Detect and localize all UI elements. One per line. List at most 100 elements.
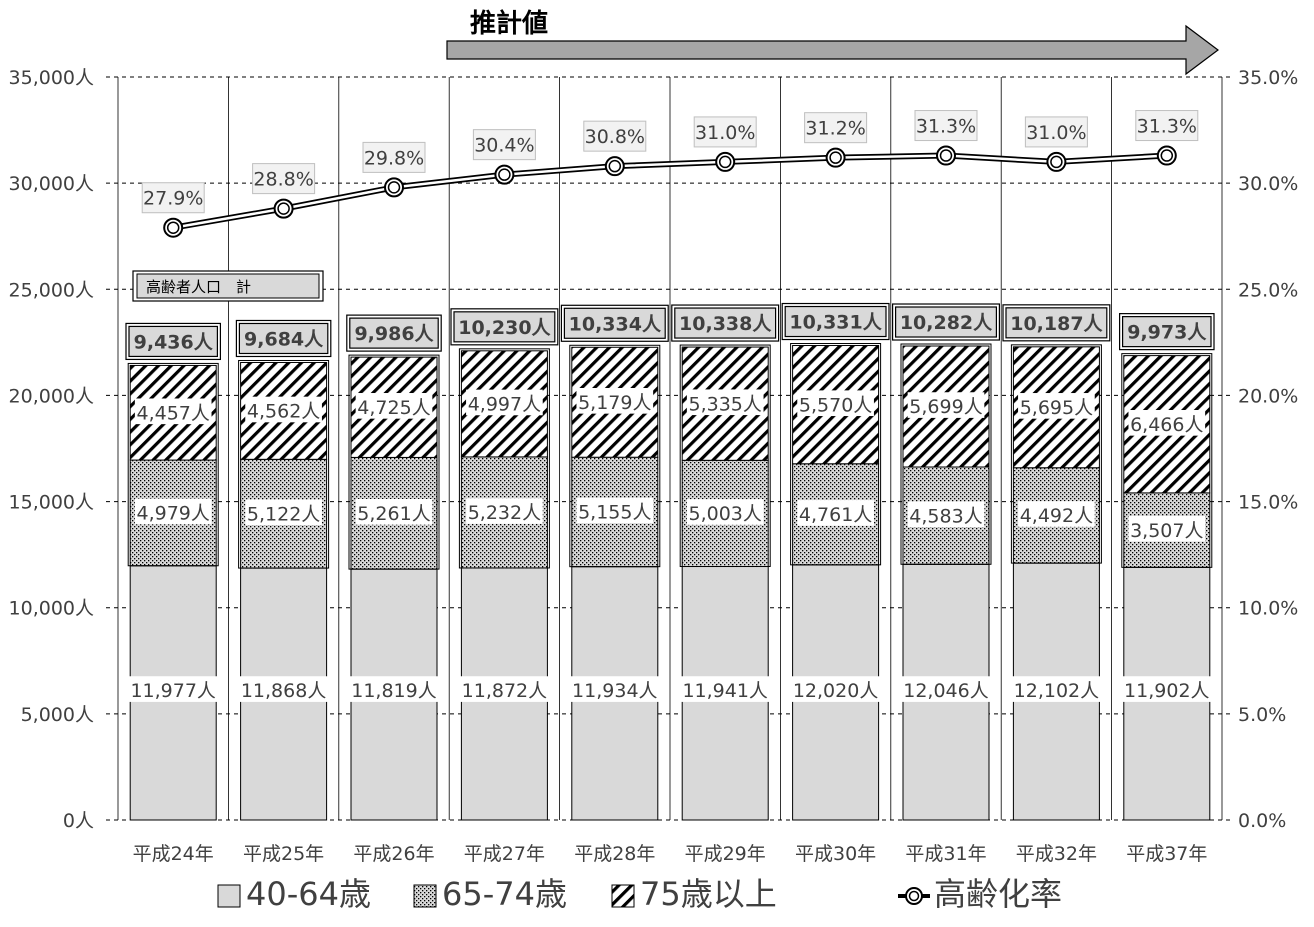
data-label-65-74-bg: [907, 501, 985, 528]
data-label-40-64-bg: [1012, 676, 1101, 702]
data-label-40-64: 11,902人: [1124, 680, 1209, 702]
data-label-75-plus: 5,179人: [578, 392, 651, 414]
total-label-box: [1121, 316, 1212, 348]
rate-label: 31.0%: [695, 122, 755, 144]
rate-label: 30.8%: [585, 126, 645, 148]
data-label-40-64-bg: [1122, 676, 1212, 702]
x-tick-label: 平成28年: [574, 843, 655, 865]
rate-point-inner: [498, 168, 511, 181]
y-left-tick-label: 15,000人: [9, 492, 94, 514]
data-label-75-plus-bg: [134, 398, 212, 425]
legend-label-75-plus: 75歳以上: [640, 875, 777, 913]
rate-label: 31.3%: [1137, 116, 1197, 138]
bar-frame: [1010, 344, 1102, 564]
data-label-65-74-bg: [576, 497, 654, 524]
rate-label-box: [693, 116, 757, 148]
projection-arrow: [446, 24, 1219, 76]
rate-label-box: [804, 112, 868, 144]
data-label-65-74-bg: [797, 500, 874, 526]
data-label-75-plus: 5,699人: [909, 396, 982, 418]
data-label-65-74: 4,492人: [1020, 505, 1093, 527]
data-label-40-64: 12,020人: [793, 680, 878, 702]
data-label-40-64-bg: [901, 676, 991, 702]
data-label-40-64-bg: [680, 676, 770, 702]
legend-label-40-64: 40-64歳: [246, 875, 371, 913]
rate-point-inner: [718, 155, 732, 169]
legend-swatch-40-64: [217, 884, 241, 908]
rate-label: 31.0%: [1026, 122, 1086, 144]
x-tick-label: 平成24年: [133, 843, 214, 865]
total-label-box: [349, 317, 439, 349]
rate-label-box: [362, 141, 426, 173]
data-label-65-74-bg: [686, 499, 764, 525]
data-label-40-64-bg: [791, 676, 880, 702]
data-label-75-plus-bg: [355, 393, 433, 419]
y-right-tick-label: 25.0%: [1238, 279, 1298, 301]
data-label-40-64-bg: [128, 676, 218, 702]
rate-point-inner: [939, 149, 953, 162]
bar-frame: [900, 343, 992, 565]
legend-swatch-65-74: [413, 884, 437, 908]
x-tick-label: 平成31年: [905, 843, 986, 865]
y-left-tick-label: 5,000人: [21, 704, 94, 726]
data-label-75-plus-bg: [686, 389, 764, 416]
data-label-75-plus: 5,695人: [1020, 397, 1093, 419]
total-label: 10,338人: [679, 313, 772, 335]
total-label: 10,334人: [569, 313, 662, 335]
rate-label-box: [472, 129, 536, 161]
data-label-65-74-bg: [1018, 501, 1095, 527]
data-label-75-plus-bg: [245, 396, 322, 423]
totals-legend-box: [136, 273, 320, 299]
data-label-65-74: 5,003人: [688, 503, 761, 525]
data-label-65-74: 4,979人: [136, 503, 209, 525]
bar-frame: [238, 359, 330, 569]
rate-point-inner: [608, 159, 622, 173]
data-label-75-plus: 4,997人: [468, 394, 541, 416]
total-label: 10,230人: [458, 317, 551, 339]
data-label-65-74: 4,761人: [799, 504, 872, 526]
y-left-tick-label: 0人: [63, 810, 94, 832]
total-label: 9,973人: [1127, 322, 1207, 344]
x-tick-label: 平成27年: [464, 843, 545, 865]
data-label-40-64: 12,102人: [1014, 680, 1099, 702]
rate-label: 27.9%: [143, 188, 203, 210]
data-label-40-64-bg: [349, 676, 439, 702]
rate-label: 31.3%: [916, 116, 976, 138]
data-label-65-74-bg: [355, 499, 433, 525]
rate-label-box: [1135, 110, 1199, 142]
x-tick-label: 平成25年: [243, 843, 324, 865]
y-right-tick-label: 0.0%: [1238, 810, 1286, 832]
data-label-65-74: 5,232人: [468, 502, 541, 524]
rate-label-box: [141, 182, 205, 214]
y-right-tick-label: 5.0%: [1238, 704, 1286, 726]
data-label-65-74: 5,122人: [247, 503, 320, 525]
x-tick-label: 平成30年: [795, 843, 876, 865]
bar-frame: [1121, 353, 1213, 568]
rate-label: 28.8%: [253, 169, 313, 191]
total-label-box: [453, 311, 556, 343]
data-label-75-plus: 6,466人: [1130, 414, 1203, 436]
data-label-40-64: 11,819人: [351, 680, 436, 702]
projection-label: 推計値: [470, 8, 548, 39]
y-right-tick-label: 20.0%: [1238, 385, 1298, 407]
data-label-40-64: 11,868人: [241, 680, 326, 702]
data-label-75-plus-bg: [907, 392, 985, 418]
total-label-box: [894, 306, 997, 338]
y-left-tick-label: 10,000人: [9, 598, 94, 620]
data-label-75-plus-bg: [797, 390, 874, 417]
rate-point-inner: [1160, 149, 1174, 162]
total-label-box: [784, 305, 887, 338]
rate-label-box: [252, 163, 316, 195]
total-label: 9,436人: [134, 331, 214, 353]
rate-label-box: [914, 110, 978, 142]
data-label-75-plus: 5,570人: [799, 394, 872, 416]
total-label-box: [1005, 307, 1108, 339]
y-left-tick-label: 35,000人: [9, 67, 94, 89]
rate-label-box: [1024, 116, 1088, 148]
data-label-65-74: 5,155人: [578, 502, 651, 524]
data-label-75-plus: 5,335人: [688, 393, 761, 415]
data-label-75-plus: 4,562人: [247, 401, 320, 423]
x-tick-label: 平成37年: [1126, 843, 1207, 865]
total-label-box: [128, 325, 219, 358]
